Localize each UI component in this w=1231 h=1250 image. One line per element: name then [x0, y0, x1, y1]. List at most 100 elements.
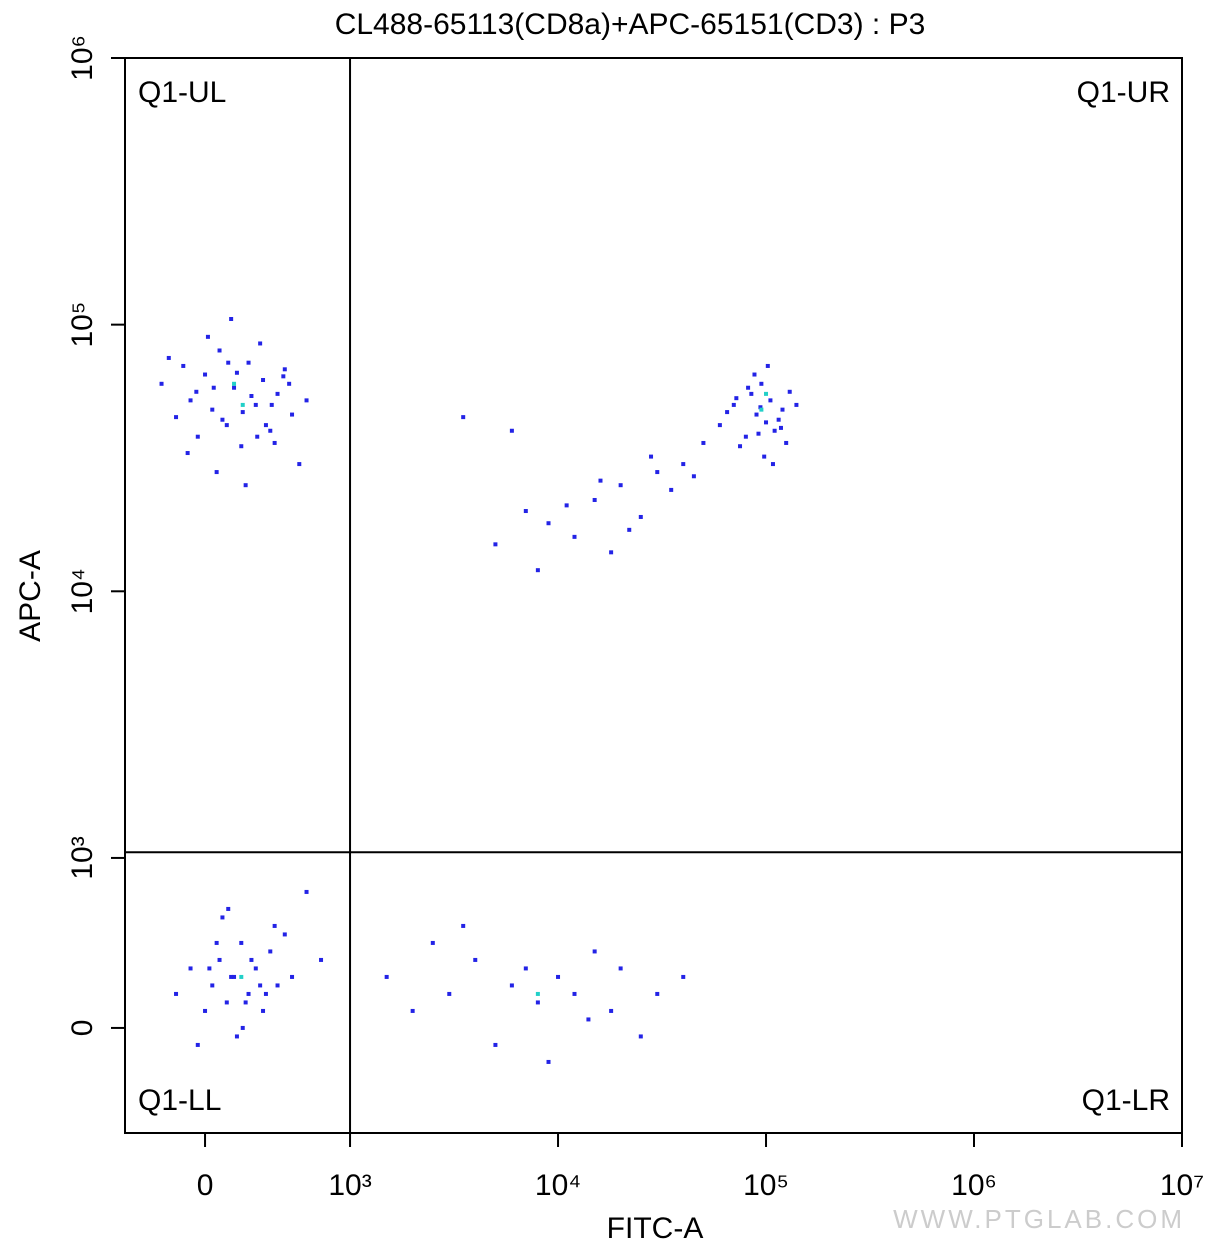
dot	[535, 568, 540, 573]
y-tick-label: 10⁴	[66, 568, 99, 614]
y-tick-label: 10⁵	[66, 302, 99, 348]
dot	[282, 932, 287, 937]
dot	[234, 1034, 239, 1039]
dot	[410, 1008, 415, 1013]
dot	[217, 348, 222, 353]
dot	[780, 407, 785, 412]
dot	[226, 906, 231, 911]
x-tick-label: 10⁶	[951, 1169, 997, 1202]
dot	[447, 991, 452, 996]
dot	[240, 402, 245, 407]
dot	[509, 428, 514, 433]
dot	[564, 503, 569, 508]
dot	[638, 1034, 643, 1039]
dot	[523, 966, 528, 971]
dot	[493, 1042, 498, 1047]
dot	[618, 483, 623, 488]
x-tick-label: 10³	[328, 1169, 371, 1202]
dot	[232, 974, 237, 979]
dot	[772, 428, 777, 433]
dot	[758, 405, 763, 410]
dot	[195, 434, 200, 439]
dot	[770, 462, 775, 467]
dot	[638, 514, 643, 519]
dot	[764, 391, 769, 396]
dot	[188, 398, 193, 403]
dot	[258, 341, 263, 346]
dot	[669, 487, 674, 492]
x-tick-label: 10⁷	[1160, 1169, 1204, 1202]
quadrant-label: Q1-UR	[1077, 76, 1170, 109]
dot	[765, 363, 770, 368]
dot	[746, 385, 751, 390]
dot	[174, 415, 179, 420]
dot	[493, 542, 498, 547]
dot	[269, 402, 274, 407]
dot	[430, 940, 435, 945]
dot	[268, 949, 273, 954]
dot	[759, 407, 764, 412]
dot	[249, 957, 254, 962]
dot	[240, 410, 245, 415]
dot	[287, 381, 292, 386]
dot	[738, 444, 743, 449]
dot	[556, 974, 561, 979]
dot	[627, 527, 632, 532]
dot	[743, 434, 748, 439]
dot	[263, 991, 268, 996]
y-tick-label: 10³	[66, 836, 99, 879]
dot	[234, 370, 239, 375]
dot	[764, 420, 769, 425]
y-tick-label: 10⁶	[66, 35, 99, 81]
dot	[220, 417, 225, 422]
dot	[261, 1008, 266, 1013]
quadrant-label: Q1-LL	[138, 1084, 221, 1117]
dot	[304, 889, 309, 894]
dot	[224, 1000, 229, 1005]
dot	[592, 949, 597, 954]
dot	[210, 407, 215, 412]
dot	[609, 1008, 614, 1013]
dot	[618, 966, 623, 971]
dot	[232, 381, 237, 386]
dot	[598, 478, 603, 483]
dot	[188, 966, 193, 971]
dot	[461, 415, 466, 420]
dot	[282, 367, 287, 372]
dot	[272, 440, 277, 445]
dot	[211, 385, 216, 390]
dot	[275, 983, 280, 988]
x-axis-label: FITC-A	[607, 1212, 704, 1245]
dot	[253, 966, 258, 971]
dot	[214, 470, 219, 475]
dot	[649, 454, 654, 459]
dot	[756, 431, 761, 436]
dot	[174, 991, 179, 996]
dot	[281, 374, 286, 379]
dot	[609, 550, 614, 555]
dot	[535, 991, 540, 996]
dot	[226, 360, 231, 365]
dot	[261, 378, 266, 383]
dot	[195, 1042, 200, 1047]
dot	[759, 381, 764, 386]
dot	[194, 389, 199, 394]
dot	[754, 412, 759, 417]
dot	[572, 991, 577, 996]
dot	[725, 410, 730, 415]
dot	[592, 497, 597, 502]
dot	[794, 402, 799, 407]
dot	[384, 974, 389, 979]
dot	[229, 974, 234, 979]
dot	[243, 1000, 248, 1005]
dot	[473, 957, 478, 962]
dot	[239, 974, 244, 979]
dot	[253, 402, 258, 407]
dot	[246, 360, 251, 365]
dot	[243, 483, 248, 488]
dot	[461, 923, 466, 928]
dot	[304, 398, 309, 403]
dot	[214, 940, 219, 945]
y-tick-label: 0	[66, 1020, 99, 1037]
